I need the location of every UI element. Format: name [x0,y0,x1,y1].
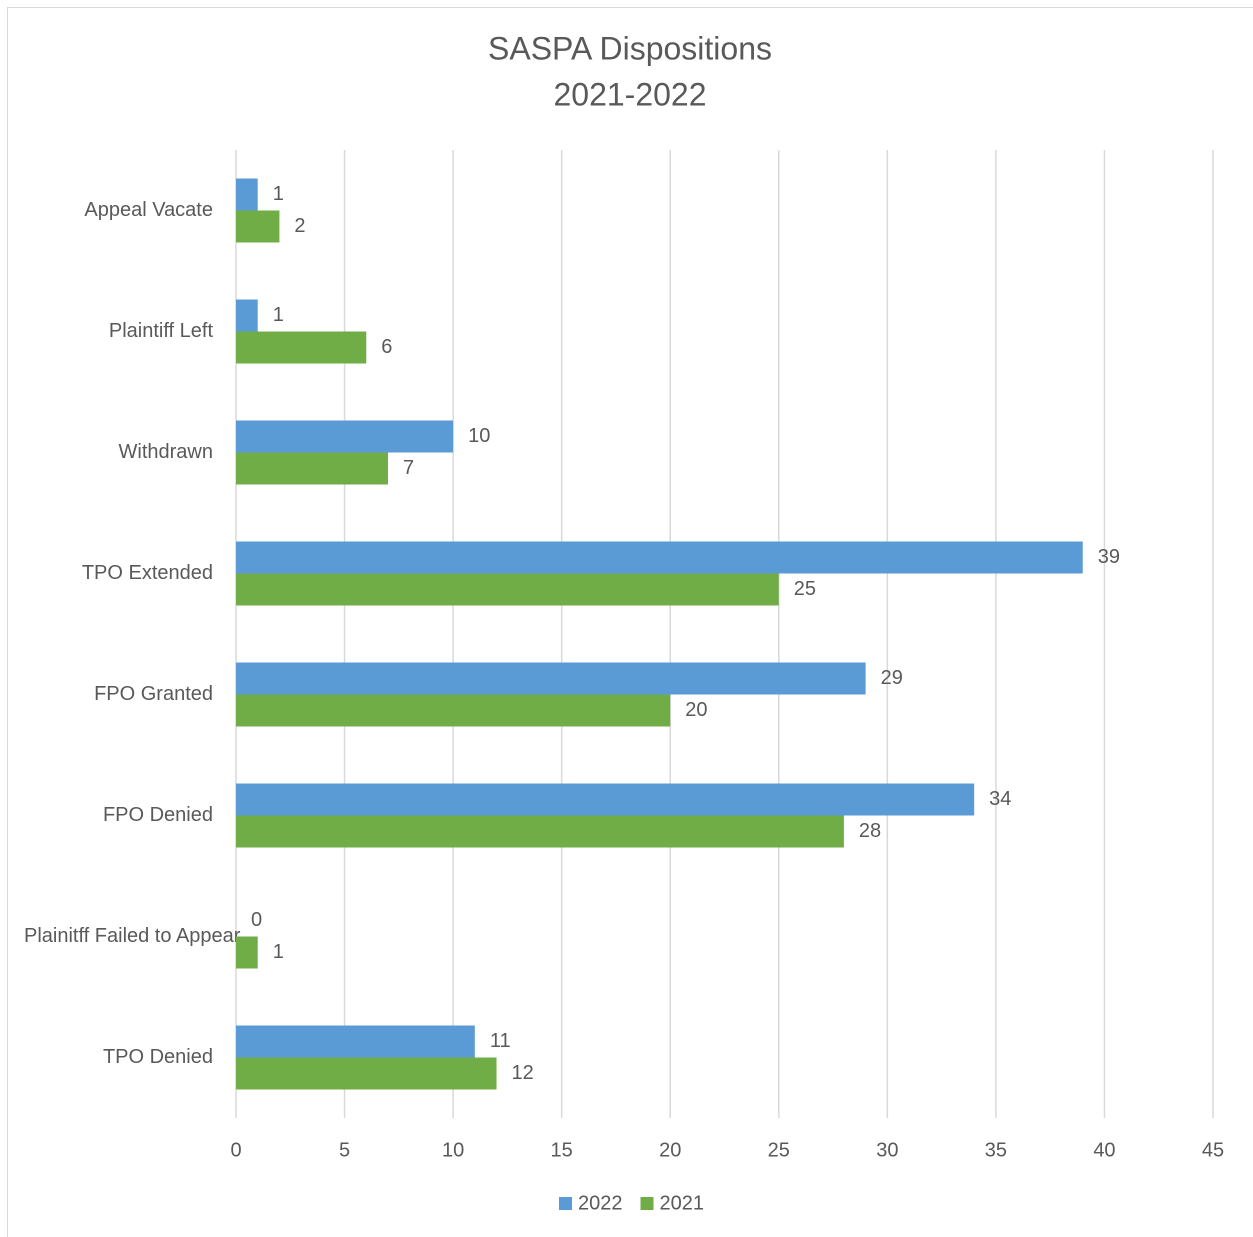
y-tick-label: FPO Denied [103,804,213,826]
bar [236,573,779,606]
bar [236,1057,497,1090]
data-label: 0 [251,909,262,931]
bar [236,783,975,816]
data-label: 20 [685,699,707,721]
data-label: 2 [294,215,305,237]
data-label: 7 [403,457,414,479]
y-tick-label: TPO Denied [103,1046,213,1068]
legend-label: 2022 [578,1192,623,1214]
chart-title: 2021-2022 [553,76,706,112]
x-tick-label: 40 [1093,1139,1115,1161]
x-tick-label: 45 [1202,1139,1224,1161]
data-label: 1 [273,941,284,963]
data-label: 25 [794,578,816,600]
bar [236,452,388,485]
bar [236,662,866,695]
data-label: 39 [1098,546,1120,568]
y-tick-label: TPO Extended [82,562,213,584]
y-tick-label: Plainitff Failed to Appear [24,925,241,947]
bar [236,1025,475,1058]
bar [236,420,454,453]
bar [236,541,1083,574]
data-label: 11 [490,1030,511,1052]
legend-swatch [640,1197,654,1210]
bar [236,331,367,364]
data-label: 1 [273,304,284,326]
chart-frame [7,7,1253,1237]
y-tick-label: Appeal Vacate [84,199,213,221]
data-label: 29 [881,667,903,689]
x-tick-label: 25 [768,1139,790,1161]
data-label: 34 [989,788,1011,810]
bar [236,210,280,243]
data-label: 10 [468,425,490,447]
x-tick-label: 5 [339,1139,350,1161]
y-tick-label: Plaintiff Left [109,320,214,342]
bar [236,694,671,727]
bar [236,299,258,332]
x-tick-label: 35 [985,1139,1007,1161]
chart-title: SASPA Dispositions [488,30,772,66]
bar [236,178,258,211]
legend-swatch [559,1197,572,1210]
data-label: 28 [859,820,881,842]
x-tick-label: 10 [442,1139,464,1161]
x-tick-label: 0 [230,1139,241,1161]
bar [236,815,844,848]
data-label: 1 [273,183,284,205]
data-label: 12 [512,1062,534,1084]
bar [236,936,258,969]
legend-label: 2021 [660,1192,705,1214]
y-tick-label: Withdrawn [119,441,213,463]
data-label: 6 [381,336,392,358]
y-tick-label: FPO Granted [94,683,213,705]
x-tick-label: 30 [876,1139,898,1161]
x-tick-label: 15 [551,1139,573,1161]
x-tick-label: 20 [659,1139,681,1161]
